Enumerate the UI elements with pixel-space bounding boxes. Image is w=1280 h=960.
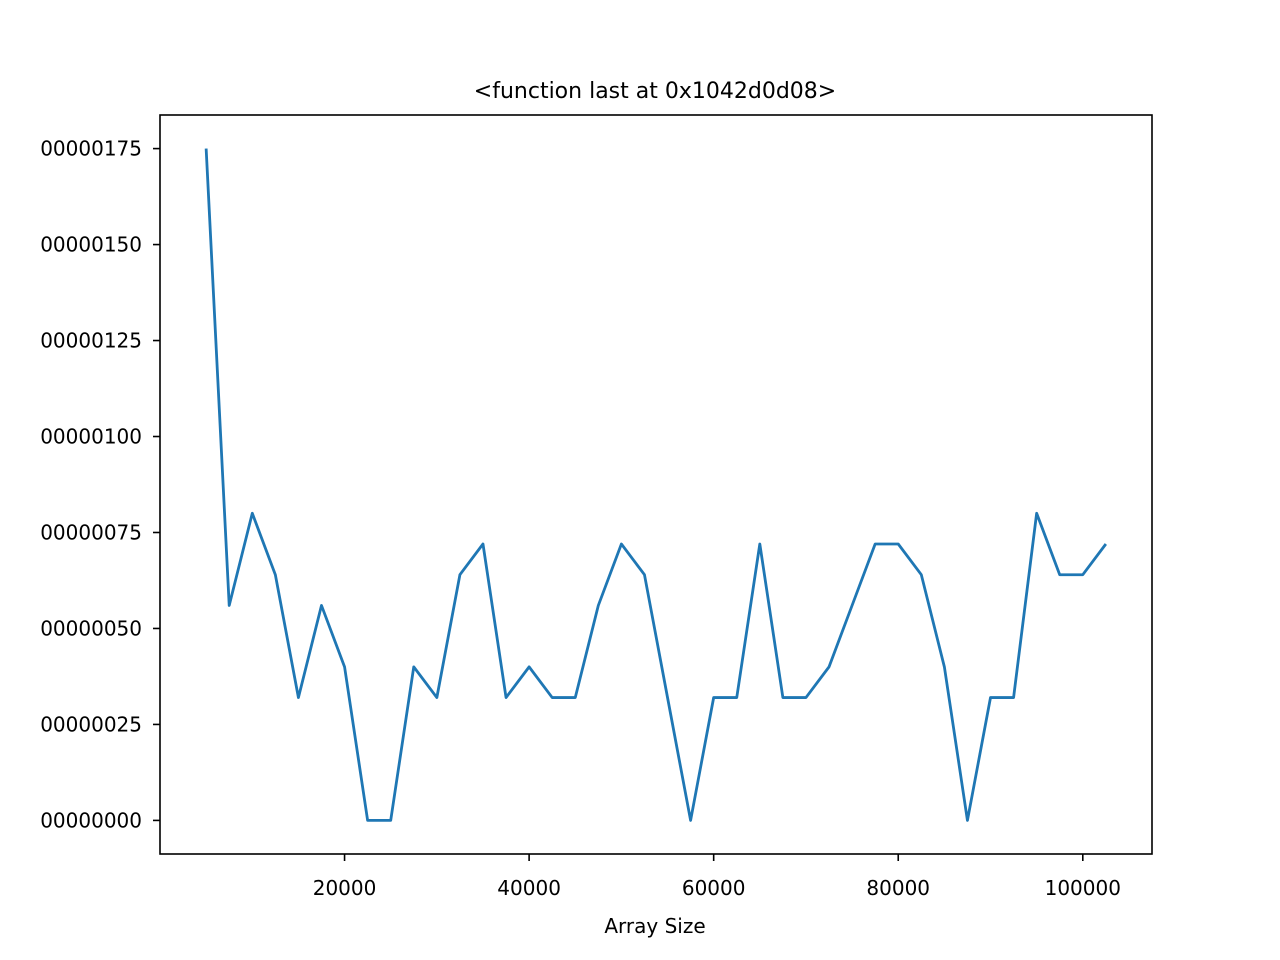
x-tick-label: 40000 xyxy=(497,876,561,900)
chart-title: <function last at 0x1042d0d08> xyxy=(474,79,836,104)
y-tick-label: 00000025 xyxy=(40,712,142,736)
x-axis-label: Array Size xyxy=(604,914,705,938)
x-tick-label: 60000 xyxy=(682,876,746,900)
x-tick-label: 20000 xyxy=(313,876,377,900)
y-tick-label: 00000050 xyxy=(40,616,142,640)
y-tick-label: 00000075 xyxy=(40,520,142,544)
y-tick-label: 00000125 xyxy=(40,329,142,353)
y-tick-label: 00000000 xyxy=(40,808,142,832)
x-axis: 20000 40000 60000 80000 100000 xyxy=(313,854,1121,900)
x-tick-label: 100000 xyxy=(1045,876,1121,900)
y-tick-label: 00000150 xyxy=(40,233,142,257)
y-tick-label: 00000175 xyxy=(40,137,142,161)
series-line xyxy=(204,148,1107,822)
plot-frame xyxy=(159,114,1153,855)
x-tick-label: 80000 xyxy=(866,876,930,900)
y-axis: 00000000 00000025 00000050 00000075 00000100… xyxy=(40,137,160,832)
plot-area xyxy=(204,148,1107,822)
y-tick-label: 00000100 xyxy=(40,425,142,449)
